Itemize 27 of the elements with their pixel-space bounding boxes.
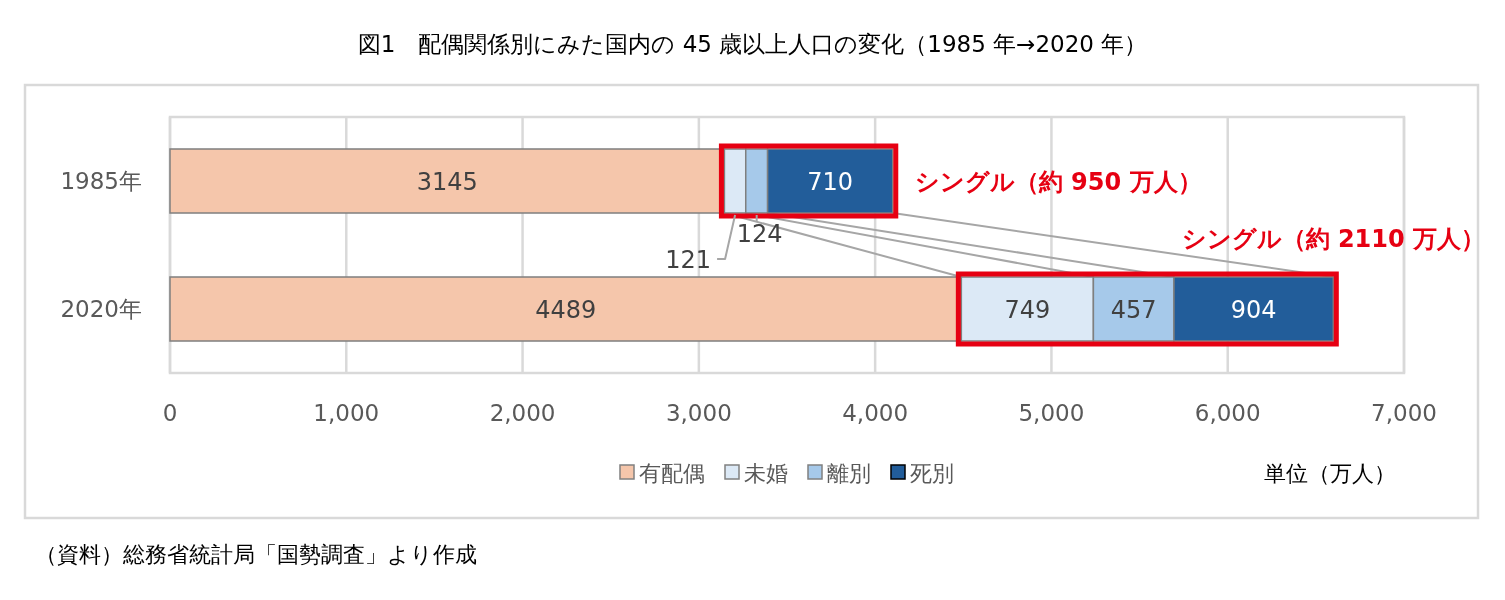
legend-label: 死別 (910, 461, 954, 486)
annotation: シングル（約 2110 万人） (1181, 225, 1486, 253)
data-label: 4489 (535, 296, 597, 324)
data-label: 710 (807, 168, 854, 196)
text: 単位（万人） (1264, 461, 1396, 486)
x-tick-label: 4,000 (842, 400, 909, 426)
data-label: 749 (1004, 296, 1051, 324)
data-label: 124 (736, 220, 783, 248)
chart-title: 図1 配偶関係別にみた国内の 45 歳以上人口の変化（1985 年→2020 年） (357, 31, 1148, 57)
x-tick-label: 2,000 (489, 400, 556, 426)
x-tick-label: 1,000 (313, 400, 380, 426)
text: （資料）総務省統計局「国勢調査」より作成 (35, 542, 477, 567)
x-tick-label: 0 (162, 400, 178, 426)
annotation: シングル（約 950 万人） (914, 168, 1202, 196)
y-tick-label: 1985年 (60, 168, 142, 194)
legend-label: 離別 (827, 461, 871, 486)
data-label: 457 (1110, 296, 1157, 324)
x-tick-label: 6,000 (1194, 400, 1261, 426)
data-label: 3145 (416, 168, 478, 196)
data-label: 121 (665, 246, 712, 274)
x-tick-label: 7,000 (1371, 400, 1437, 426)
legend-label: 未婚 (744, 461, 788, 486)
legend-label: 有配偶 (639, 461, 705, 486)
data-label: 904 (1230, 296, 1277, 324)
x-tick-label: 3,000 (665, 400, 732, 426)
x-tick-label: 5,000 (1018, 400, 1085, 426)
y-tick-label: 2020年 (60, 296, 142, 322)
